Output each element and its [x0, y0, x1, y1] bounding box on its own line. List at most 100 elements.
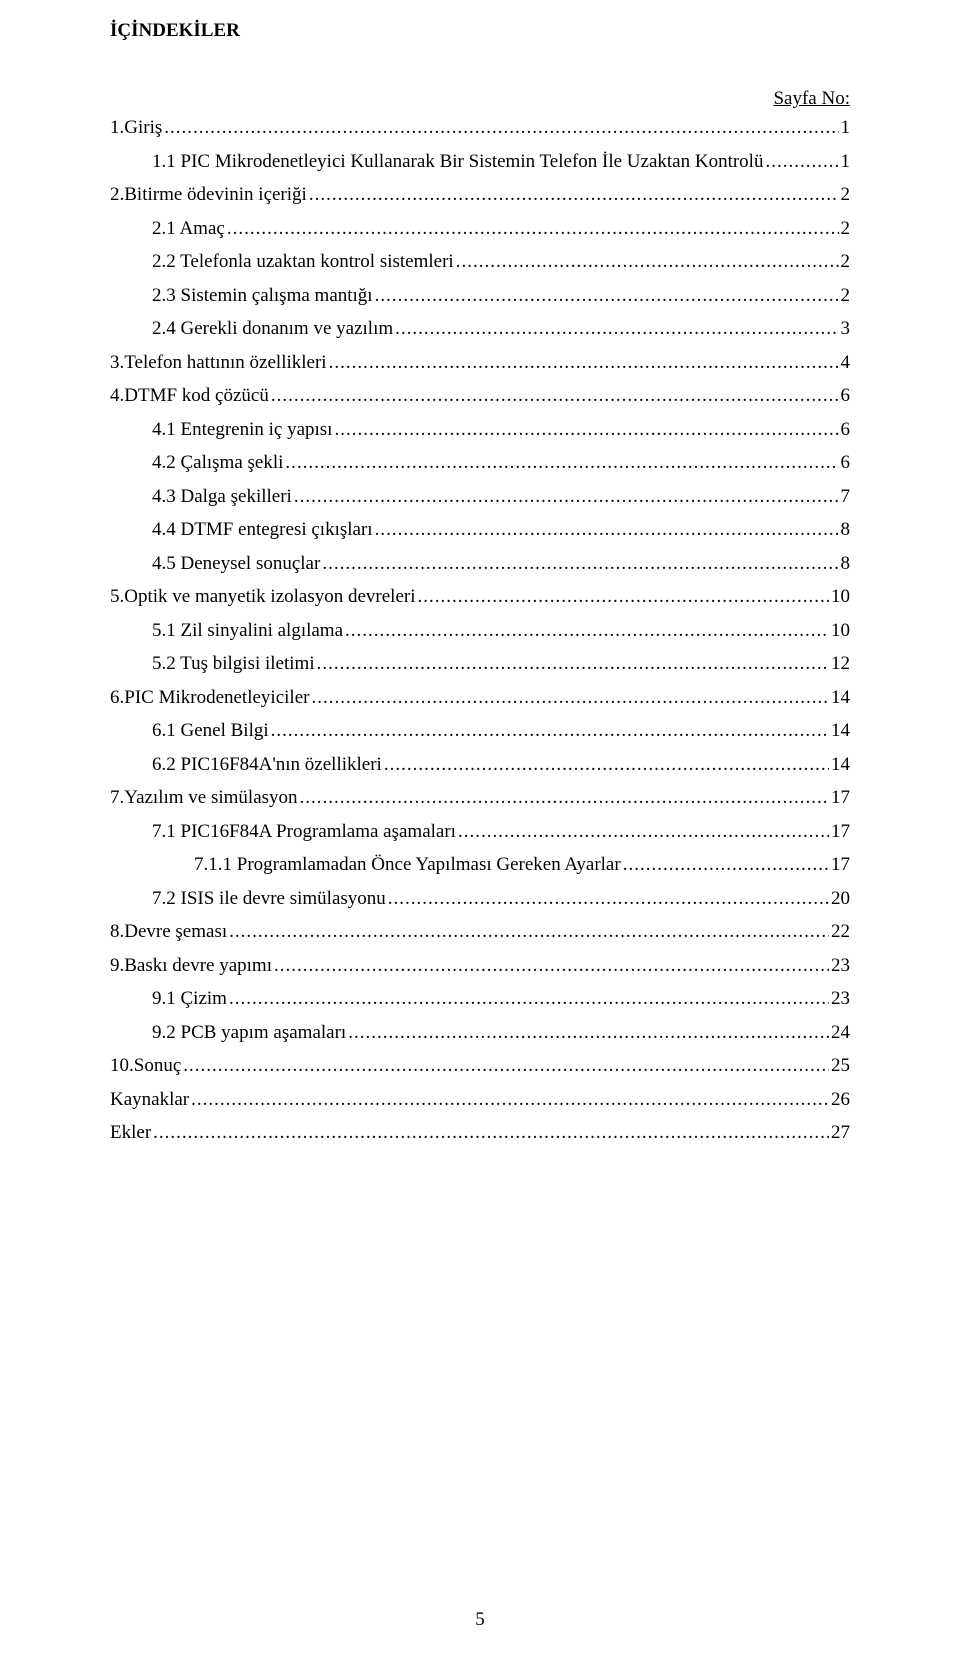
toc-entry: 7.1 PIC16F84A Programlama aşamaları17 — [110, 822, 850, 841]
toc-leader-dots — [332, 420, 838, 439]
toc-entry: 2.Bitirme ödevinin içeriği 2 — [110, 185, 850, 204]
toc-leader-dots — [456, 822, 829, 841]
toc-entry-title: 5.Optik ve manyetik izolasyon devreleri — [110, 587, 416, 606]
toc-leader-dots — [373, 286, 839, 305]
toc-entry-title: 4.3 Dalga şekilleri — [152, 487, 292, 506]
toc-leader-dots — [320, 554, 838, 573]
toc-entry: 4.3 Dalga şekilleri 7 — [110, 487, 850, 506]
toc-entry-page: 1 — [839, 152, 851, 171]
toc-entry: 6.2 PIC16F84A'nın özellikleri14 — [110, 755, 850, 774]
toc-leader-dots — [227, 989, 829, 1008]
toc-leader-dots — [189, 1090, 829, 1109]
toc-leader-dots — [386, 889, 829, 908]
toc-entry-page: 2 — [839, 286, 851, 305]
toc-entry-page: 8 — [839, 520, 851, 539]
toc-entry-title: 5.1 Zil sinyalini algılama — [152, 621, 343, 640]
toc-entry: 2.2 Telefonla uzaktan kontrol sistemleri… — [110, 252, 850, 271]
toc-leader-dots — [346, 1023, 829, 1042]
toc-entry: 1.1 PIC Mikrodenetleyici Kullanarak Bir … — [110, 152, 850, 171]
toc-entry-title: 9.1 Çizim — [152, 989, 227, 1008]
toc-leader-dots — [621, 855, 829, 874]
toc-entry-page: 10 — [829, 587, 850, 606]
toc-entry: 6.PIC Mikrodenetleyiciler 14 — [110, 688, 850, 707]
toc-entry-page: 27 — [829, 1123, 850, 1142]
toc-entry-title: 4.2 Çalışma şekli — [152, 453, 283, 472]
toc-leader-dots — [309, 688, 829, 707]
document-page: İÇİNDEKİLER Sayfa No: 1.Giriş11.1 PIC Mi… — [0, 0, 960, 1659]
toc-entry: 4.5 Deneysel sonuçlar 8 — [110, 554, 850, 573]
toc-entry-page: 12 — [829, 654, 850, 673]
toc-leader-dots — [393, 319, 838, 338]
toc-entry-title: 2.3 Sistemin çalışma mantığı — [152, 286, 373, 305]
toc-entry-page: 2 — [839, 185, 851, 204]
toc-leader-dots — [269, 721, 829, 740]
toc-entry-title: 6.2 PIC16F84A'nın özellikleri — [152, 755, 382, 774]
toc-entry: 8.Devre şeması 22 — [110, 922, 850, 941]
toc-leader-dots — [373, 520, 839, 539]
toc-entry-title: 2.Bitirme ödevinin içeriği — [110, 185, 307, 204]
toc-entry-page: 23 — [829, 956, 850, 975]
toc-leader-dots — [315, 654, 829, 673]
toc-entry-page: 24 — [829, 1023, 850, 1042]
toc-entry: 4.DTMF kod çözücü 6 — [110, 386, 850, 405]
toc-entry-page: 17 — [829, 855, 850, 874]
toc-entry: 7.1.1 Programlamadan Önce Yapılması Gere… — [110, 855, 850, 874]
toc-entry-page: 6 — [839, 453, 851, 472]
toc-entry: 6.1 Genel Bilgi14 — [110, 721, 850, 740]
toc-entry: 9.2 PCB yapım aşamaları24 — [110, 1023, 850, 1042]
toc-entry-page: 17 — [829, 822, 850, 841]
toc-entry-page: 6 — [839, 386, 851, 405]
toc-leader-dots — [763, 152, 838, 171]
toc-entry-title: 10.Sonuç — [110, 1056, 181, 1075]
toc-leader-dots — [327, 353, 839, 372]
footer-page-number: 5 — [0, 1609, 960, 1631]
toc-entry-title: Kaynaklar — [110, 1090, 189, 1109]
toc-entry-page: 7 — [839, 487, 851, 506]
toc-entry: 5.1 Zil sinyalini algılama10 — [110, 621, 850, 640]
toc-entry: 4.4 DTMF entegresi çıkışları 8 — [110, 520, 850, 539]
toc-heading: İÇİNDEKİLER — [110, 20, 850, 42]
toc-entry-title: 2.4 Gerekli donanım ve yazılım — [152, 319, 393, 338]
toc-entry-page: 23 — [829, 989, 850, 1008]
toc-entry-page: 22 — [829, 922, 850, 941]
toc-entry-title: 4.4 DTMF entegresi çıkışları — [152, 520, 373, 539]
toc-entry: Kaynaklar 26 — [110, 1090, 850, 1109]
toc-entry-page: 3 — [839, 319, 851, 338]
toc-entry-title: 6.1 Genel Bilgi — [152, 721, 269, 740]
toc-entry: 3.Telefon hattının özellikleri 4 — [110, 353, 850, 372]
toc-entry: 9.1 Çizim 23 — [110, 989, 850, 1008]
toc-entry-page: 14 — [829, 688, 850, 707]
toc-entry: 2.4 Gerekli donanım ve yazılım 3 — [110, 319, 850, 338]
toc-entry-page: 6 — [839, 420, 851, 439]
toc-entry-page: 8 — [839, 554, 851, 573]
toc-entry-page: 17 — [829, 788, 850, 807]
toc-leader-dots — [454, 252, 839, 271]
toc-entry-title: 3.Telefon hattının özellikleri — [110, 353, 327, 372]
toc-leader-dots — [151, 1123, 829, 1142]
toc-entry-page: 4 — [839, 353, 851, 372]
toc-entry-title: 4.DTMF kod çözücü — [110, 386, 269, 405]
toc-entry: 2.3 Sistemin çalışma mantığı 2 — [110, 286, 850, 305]
toc-entry: 4.1 Entegrenin iç yapısı6 — [110, 420, 850, 439]
toc-entry: 1.Giriş 1 — [110, 118, 850, 137]
toc-entry-title: 7.1.1 Programlamadan Önce Yapılması Gere… — [194, 855, 621, 874]
toc-leader-dots — [292, 487, 839, 506]
toc-leader-dots — [343, 621, 829, 640]
toc-entry: 7.2 ISIS ile devre simülasyonu20 — [110, 889, 850, 908]
toc-leader-dots — [416, 587, 830, 606]
toc-entry-title: 2.1 Amaç — [152, 219, 225, 238]
toc-entry-title: 8.Devre şeması — [110, 922, 227, 941]
toc-entry-page: 26 — [829, 1090, 850, 1109]
toc-entry-title: 1.Giriş — [110, 118, 162, 137]
toc-entry: 2.1 Amaç2 — [110, 219, 850, 238]
toc-entry: 5.2 Tuş bilgisi iletimi12 — [110, 654, 850, 673]
toc-list: 1.Giriş11.1 PIC Mikrodenetleyici Kullana… — [110, 118, 850, 1142]
toc-leader-dots — [283, 453, 838, 472]
toc-entry-title: 6.PIC Mikrodenetleyiciler — [110, 688, 309, 707]
toc-entry-title: 4.5 Deneysel sonuçlar — [152, 554, 320, 573]
toc-leader-dots — [272, 956, 829, 975]
toc-entry-title: 2.2 Telefonla uzaktan kontrol sistemleri — [152, 252, 454, 271]
toc-entry-title: Ekler — [110, 1123, 151, 1142]
toc-leader-dots — [162, 118, 838, 137]
toc-entry-page: 1 — [839, 118, 851, 137]
